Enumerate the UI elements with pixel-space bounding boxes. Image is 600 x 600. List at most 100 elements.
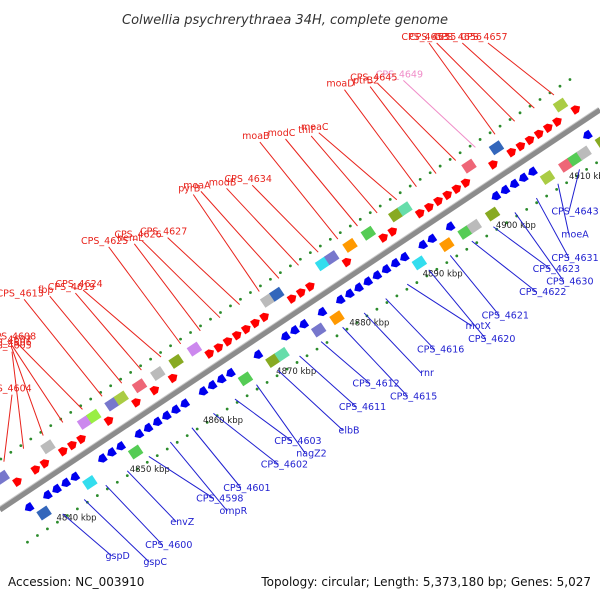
lower-gene-label: CPS_4598 xyxy=(196,493,243,504)
reverse-gene xyxy=(226,367,236,378)
scale-tick xyxy=(249,291,252,294)
lower-gene-label: gspD xyxy=(106,551,130,562)
kbp-label: 4910 kbp xyxy=(569,172,600,182)
upper-leader xyxy=(200,191,280,279)
gene-block-lower xyxy=(466,218,483,234)
forward-gene xyxy=(378,233,388,243)
scale-tick xyxy=(338,231,342,235)
forward-gene xyxy=(423,202,434,213)
scale-tick xyxy=(415,281,419,284)
gene-features xyxy=(12,105,593,512)
map-title: Colwellia psychrerythraea 34H, complete … xyxy=(122,13,448,28)
forward-gene xyxy=(542,123,553,134)
lower-leader xyxy=(213,413,279,465)
scale-tick xyxy=(315,347,319,351)
lower-gene-label: motX xyxy=(466,321,492,332)
scale-tick xyxy=(265,381,269,384)
forward-gene xyxy=(231,331,242,341)
gene-block-lower xyxy=(82,475,98,491)
scale-tick xyxy=(109,384,113,388)
scale-tick xyxy=(145,460,149,464)
lower-leader xyxy=(191,427,242,489)
forward-gene xyxy=(487,160,498,170)
upper-leader xyxy=(192,194,260,292)
gene-block-upper xyxy=(552,97,569,113)
scale-tick xyxy=(368,211,372,215)
scale-tick xyxy=(19,444,23,448)
forward-gene xyxy=(295,288,306,298)
reverse-gene xyxy=(134,428,145,439)
reverse-gene xyxy=(500,184,511,195)
lower-gene-label: CPS_4615 xyxy=(390,391,437,402)
scale-tick xyxy=(535,201,539,205)
reverse-gene xyxy=(152,416,163,426)
scale-tick xyxy=(139,364,143,368)
scale-tick xyxy=(119,377,123,381)
lower-leader xyxy=(471,240,538,293)
gene-block-upper xyxy=(40,439,56,455)
scale-tick xyxy=(298,257,302,261)
upper-gene-label: fbp xyxy=(38,285,53,296)
lower-gene-label: CPS_4620 xyxy=(468,334,515,345)
forward-gene xyxy=(414,209,425,219)
kbp-label: 4900 kbp xyxy=(496,221,536,231)
scale-tick xyxy=(565,181,569,185)
upper-gene-label: moaD xyxy=(326,79,354,90)
reverse-gene xyxy=(345,288,355,298)
upper-leader xyxy=(428,42,496,135)
lower-leader xyxy=(406,283,473,327)
upper-gene-label: CPS_4619 xyxy=(48,282,95,293)
kbp-label: 4890 kbp xyxy=(423,270,463,280)
scale-tick xyxy=(355,321,359,324)
forward-gene xyxy=(341,257,352,268)
scale-tick xyxy=(408,184,412,188)
scale-tick xyxy=(328,237,332,241)
scale-tick xyxy=(275,374,279,378)
scale-tick xyxy=(385,301,389,304)
upper-leader xyxy=(461,42,535,109)
upper-gene-label: CPS_4607 xyxy=(0,334,32,345)
scale-tick xyxy=(205,420,209,424)
scale-tick xyxy=(595,161,598,165)
upper-gene-label: CPS_4604 xyxy=(0,384,32,395)
scale-tick xyxy=(568,78,572,81)
forward-gene xyxy=(103,416,114,426)
scale-tick xyxy=(26,540,29,544)
scale-tick xyxy=(375,307,379,311)
reverse-gene xyxy=(253,349,264,359)
scale-tick xyxy=(458,151,462,155)
reverse-gene xyxy=(427,233,438,243)
scale-tick xyxy=(478,138,482,141)
upper-gene-label: CPS_4634 xyxy=(225,174,272,185)
reverse-gene xyxy=(336,294,346,304)
lower-gene-label: ompR xyxy=(219,506,247,517)
lower-leader xyxy=(514,212,565,282)
scale-tick xyxy=(505,221,509,225)
scale-tick xyxy=(428,171,432,175)
lower-leader xyxy=(256,384,306,454)
lower-gene-label: CPS_4623 xyxy=(533,264,580,275)
upper-gene-label: CPS_4627 xyxy=(140,227,187,238)
scale-tick xyxy=(199,324,202,328)
lower-leader xyxy=(449,255,500,316)
gene-block-upper xyxy=(269,286,285,302)
gene-block-lower xyxy=(310,322,327,338)
reverse-gene xyxy=(61,477,72,487)
reverse-gene xyxy=(107,447,117,457)
scale-tick xyxy=(438,164,442,168)
scale-tick xyxy=(49,424,53,428)
scale-tick xyxy=(318,244,322,248)
lower-leader xyxy=(169,441,228,512)
gene-block-lower xyxy=(36,505,52,521)
scale-tick xyxy=(335,334,339,338)
gene-block-lower xyxy=(539,169,556,185)
lower-leader xyxy=(277,369,344,431)
lower-leader xyxy=(557,183,570,235)
lower-gene-label: CPS_4622 xyxy=(519,287,566,298)
reverse-gene xyxy=(363,276,374,286)
gene-block-lower xyxy=(237,371,254,387)
forward-gene xyxy=(66,440,77,451)
scale-tick xyxy=(545,194,549,198)
upper-gene-label: CPS_4608 xyxy=(0,331,36,342)
scale-tick xyxy=(305,354,309,358)
